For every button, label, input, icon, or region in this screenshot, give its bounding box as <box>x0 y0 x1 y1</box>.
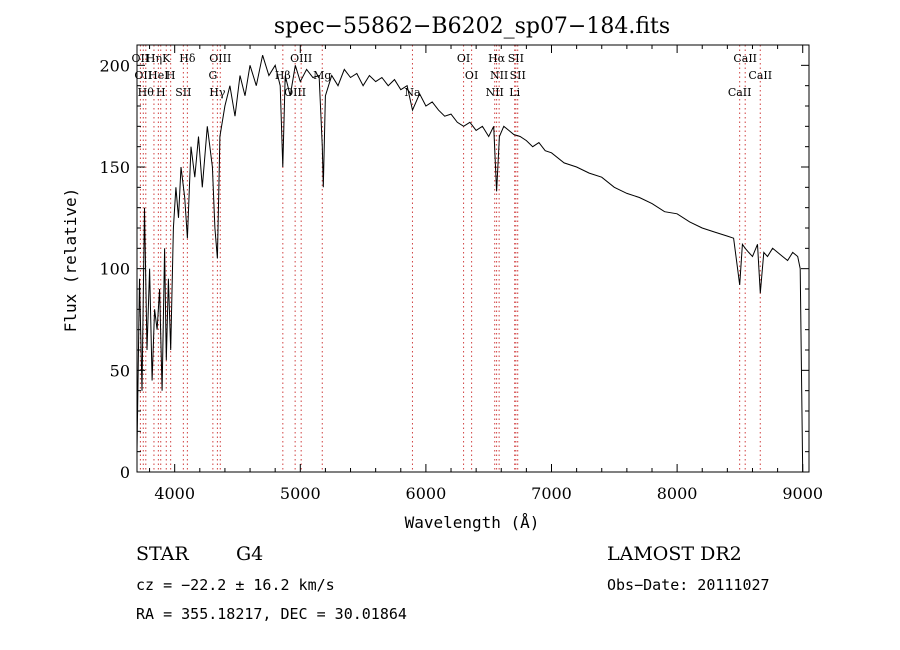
object-subclass: G4 <box>236 543 263 565</box>
observation-date: Obs−Date: 20111027 <box>607 576 770 594</box>
x-tick-label: 5000 <box>280 484 321 503</box>
line-marker-label: Hη <box>146 52 162 65</box>
object-class: STAR <box>136 543 189 565</box>
line-marker-label: CaII <box>733 52 757 65</box>
x-tick-label: 8000 <box>657 484 698 503</box>
y-tick-label: 50 <box>110 361 130 380</box>
line-marker-label: NII <box>490 69 508 82</box>
chart-title: spec−55862−B6202_sp07−184.fits <box>274 14 670 39</box>
spectral-line-markers <box>139 45 761 472</box>
line-marker-label: H <box>156 86 166 99</box>
line-marker-label: G <box>208 69 217 82</box>
y-tick-label: 0 <box>120 463 130 482</box>
line-marker-label: CaII <box>728 86 752 99</box>
y-tick-label: 150 <box>99 158 130 177</box>
line-marker-label: Hθ <box>138 86 155 99</box>
x-tick-label: 6000 <box>406 484 447 503</box>
line-marker-label: OIII <box>209 52 231 65</box>
spectrum-line <box>136 55 804 473</box>
line-marker-label: OII <box>134 69 152 82</box>
line-marker-label: Hα <box>488 52 506 65</box>
line-marker-label: NII <box>486 86 504 99</box>
x-tick-label: 9000 <box>782 484 823 503</box>
line-marker-label: H <box>166 69 176 82</box>
line-marker-label: Hγ <box>209 86 226 99</box>
line-marker-label: OIII <box>284 86 306 99</box>
y-axis-label: Flux (relative) <box>61 188 80 333</box>
line-marker-label: K <box>162 52 171 65</box>
line-marker-label: SII <box>508 52 524 65</box>
line-marker-label: OIII <box>290 52 312 65</box>
x-axis: 4000 5000 6000 7000 8000 9000 <box>149 45 823 503</box>
y-tick-label: 100 <box>99 260 130 279</box>
x-tick-label: 7000 <box>531 484 572 503</box>
line-marker-label: SII <box>510 69 526 82</box>
line-marker-label: Na <box>404 86 421 99</box>
line-marker-label: Mg <box>313 69 331 82</box>
line-marker-label: OI <box>465 69 478 82</box>
survey-label: LAMOST DR2 <box>607 543 742 565</box>
y-tick-label: 200 <box>99 56 130 75</box>
line-marker-label: HeI <box>148 69 168 82</box>
coordinates: RA = 355.18217, DEC = 30.01864 <box>136 605 407 623</box>
line-marker-label: OI <box>457 52 470 65</box>
line-marker-label: Li <box>509 86 520 99</box>
plot-frame <box>136 44 810 473</box>
line-marker-label: OII <box>132 52 150 65</box>
line-marker-label: Hδ <box>179 52 196 65</box>
x-axis-label: Wavelength (Å) <box>405 513 540 532</box>
x-tick-label: 4000 <box>154 484 195 503</box>
spectral-line-labels: OIIOIIHθHηHeIHKHSIIHδGHγOIIIHβOIIIOIIIMg… <box>132 52 773 99</box>
line-marker-label: SII <box>175 86 191 99</box>
y-axis: 0 50 100 150 200 <box>99 56 809 482</box>
redshift-value: cz = −22.2 ± 16.2 km/s <box>136 576 335 594</box>
line-marker-label: CaII <box>748 69 772 82</box>
